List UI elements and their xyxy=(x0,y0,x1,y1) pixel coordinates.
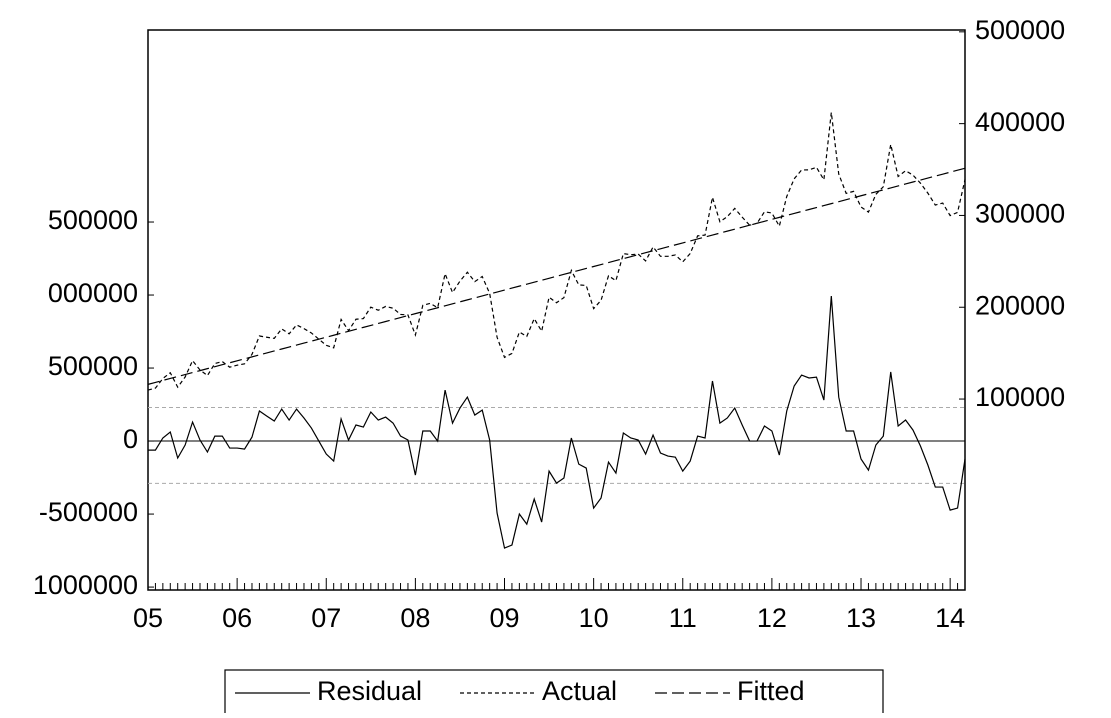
legend-label: Fitted xyxy=(737,676,805,706)
y2-tick-label: 300000 xyxy=(975,199,1065,229)
x-tick-label: 12 xyxy=(757,603,787,633)
y-tick-label: 500000 xyxy=(48,205,138,235)
y-tick-label: 0 xyxy=(123,424,138,454)
x-tick-label: 10 xyxy=(579,603,609,633)
x-tick-label: 05 xyxy=(133,603,163,633)
legend-label: Actual xyxy=(542,676,617,706)
y2-tick-label: 500000 xyxy=(975,15,1065,45)
x-tick-label: 09 xyxy=(489,603,519,633)
x-tick-label: 06 xyxy=(222,603,252,633)
y-tick-label: -500000 xyxy=(39,497,138,527)
y-tick-label: 000000 xyxy=(48,278,138,308)
y-tick-label: 1000000 xyxy=(33,570,138,600)
y2-tick-label: 400000 xyxy=(975,107,1065,137)
legend-box xyxy=(224,669,884,718)
x-tick-label: 13 xyxy=(846,603,876,633)
x-tick-label: 11 xyxy=(669,603,697,633)
series-line xyxy=(147,112,966,391)
x-tick-label: 07 xyxy=(311,603,341,633)
plot-frame xyxy=(147,29,966,591)
y2-tick-label: 100000 xyxy=(975,382,1065,412)
legend-label: Residual xyxy=(317,676,422,706)
y2-tick-label: 200000 xyxy=(975,290,1065,320)
y-tick-label: 500000 xyxy=(48,351,138,381)
x-tick-label: 14 xyxy=(935,603,965,633)
series-line xyxy=(147,167,966,385)
series-line xyxy=(148,296,966,549)
x-tick-label: 08 xyxy=(400,603,430,633)
